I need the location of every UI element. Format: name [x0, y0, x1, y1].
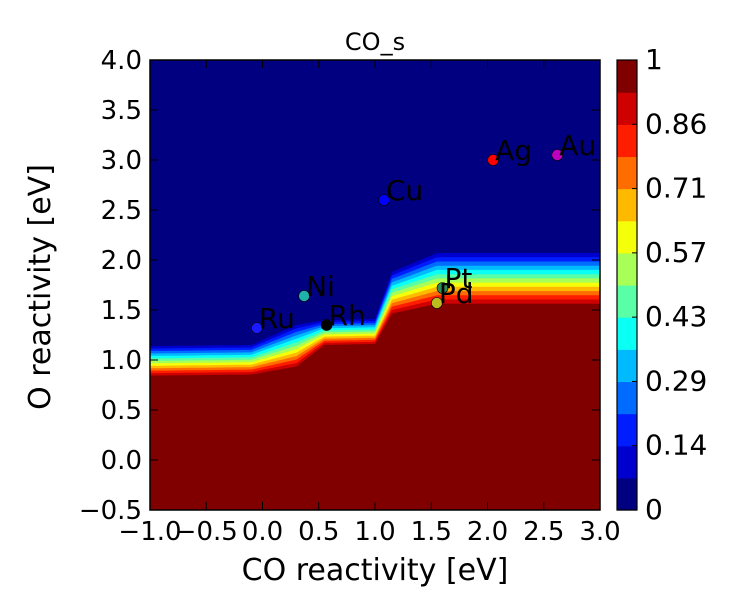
- y-tick-label: −0.5: [79, 496, 142, 526]
- y-tick-label: 2.0: [101, 246, 142, 276]
- data-point-ag: Ag: [487, 134, 532, 167]
- y-axis-label: O reactivity [eV]: [23, 164, 58, 410]
- point-marker: [551, 149, 564, 161]
- data-point-ru: Ru: [251, 302, 295, 335]
- colorbar: 0 0.14 0.29 0.43 0.57 0.71 0.86 1: [616, 43, 707, 526]
- axes: −1.0−0.5 0.0 0.5 1.0 1.5 2.0 2.5 3.0−0.50.00.51…: [79, 46, 621, 547]
- x-tick-label: 0.0: [242, 517, 283, 547]
- point-label: Ag: [495, 134, 532, 167]
- point-marker: [320, 319, 333, 331]
- data-point-ni: Ni: [298, 270, 335, 303]
- x-tick-label: 1.5: [411, 517, 452, 547]
- y-tick-label: 0.5: [101, 396, 142, 426]
- colorbar-tick-label: 1: [645, 43, 663, 76]
- x-tick-label: 2.5: [523, 517, 564, 547]
- point-label: Au: [559, 129, 596, 162]
- colorbar-tick-label: 0.29: [645, 364, 707, 397]
- x-axis-label: CO reactivity [eV]: [242, 553, 509, 588]
- colorbar-segment: [617, 445, 637, 479]
- colorbar-tick-label: 0.43: [645, 300, 707, 333]
- colorbar-segment: [617, 381, 637, 415]
- data-point-rh: Rh: [320, 299, 366, 332]
- y-tick-label: 1.0: [101, 346, 142, 376]
- point-label: Pt: [445, 262, 473, 295]
- colorbar-tick-label: 0.86: [645, 107, 707, 140]
- data-point-pt: Pt: [436, 262, 473, 295]
- point-label: Ru: [259, 302, 295, 335]
- colorbar-segment: [617, 349, 637, 383]
- y-tick-label: 1.5: [101, 296, 142, 326]
- colorbar-tick-label: 0: [645, 493, 663, 526]
- data-point-au: Au: [551, 129, 596, 162]
- colorbar-segment: [617, 60, 637, 93]
- colorbar-segment: [617, 92, 637, 125]
- point-marker: [436, 282, 449, 294]
- point-label: Pd: [439, 277, 474, 310]
- plot-area: [149, 59, 601, 511]
- y-tick-label: 3.5: [101, 96, 142, 126]
- y-tick-label: 4.0: [101, 46, 142, 76]
- colorbar-segment: [617, 317, 637, 350]
- colorbar-tick-label: 0.14: [645, 429, 707, 462]
- colorbar-segment: [617, 252, 637, 286]
- chart-title: CO_s: [345, 28, 405, 56]
- y-tick-label: 3.0: [101, 146, 142, 176]
- x-tick-label: 2.0: [467, 517, 508, 547]
- colorbar-segment: [617, 220, 637, 254]
- point-marker: [251, 322, 263, 334]
- data-point-pd: Pd: [431, 277, 474, 310]
- colorbar-segment: [617, 124, 637, 158]
- x-tick-label: 3.0: [579, 517, 620, 547]
- colorbar-tick-label: 0.57: [645, 236, 707, 269]
- data-point-cu: Cu: [378, 174, 423, 207]
- colorbar-segment: [617, 477, 637, 511]
- point-label: Cu: [386, 174, 423, 207]
- point-marker: [487, 154, 499, 166]
- point-label: Ni: [306, 270, 335, 303]
- x-tick-label: 0.5: [298, 517, 339, 547]
- colorbar-segment: [617, 413, 637, 447]
- x-tick-label: −0.5: [175, 517, 238, 547]
- point-marker: [298, 290, 310, 302]
- x-tick-label: −1.0: [118, 517, 181, 547]
- point-marker: [431, 297, 443, 309]
- point-label: Rh: [329, 299, 366, 332]
- contour-band-13: [150, 303, 600, 510]
- colorbar-frame: [616, 59, 638, 511]
- y-tick-label: 0.0: [101, 446, 142, 476]
- y-tick-label: 2.5: [101, 196, 142, 226]
- point-marker: [378, 194, 390, 206]
- colorbar-segment: [617, 156, 637, 190]
- colorbar-segment: [617, 188, 637, 222]
- colorbar-tick-label: 0.71: [645, 172, 707, 205]
- x-tick-label: 1.0: [354, 517, 395, 547]
- colorbar-segment: [617, 285, 637, 318]
